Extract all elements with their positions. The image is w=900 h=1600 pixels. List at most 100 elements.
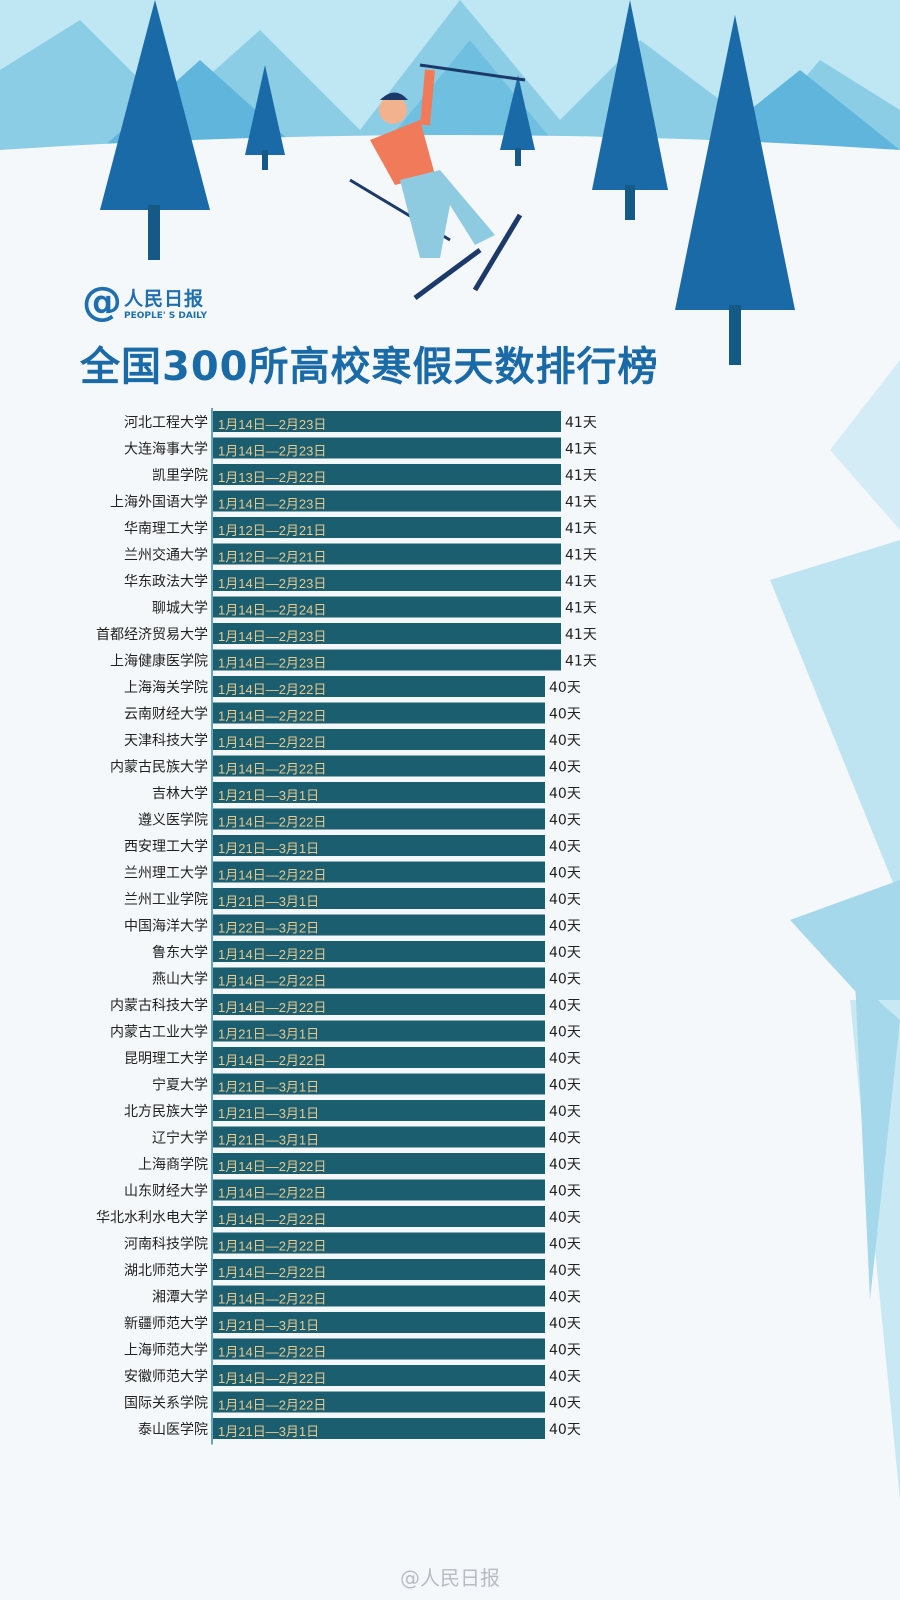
date-range-label: 1月14日—2月22日 — [218, 1186, 326, 1201]
date-range-label: 1月21日—3月1日 — [218, 841, 319, 856]
bar — [213, 1365, 545, 1386]
category-label: 新疆师范大学 — [124, 1315, 208, 1332]
category-label: 内蒙古工业大学 — [110, 1025, 208, 1041]
bar — [213, 755, 545, 777]
date-range-label: 1月14日—2月22日 — [218, 1292, 326, 1307]
date-range-label: 1月14日—2月22日 — [218, 974, 326, 989]
bar — [213, 1391, 545, 1413]
date-range-label: 1月22日—3月2日 — [218, 921, 319, 936]
bar — [213, 490, 561, 512]
logo-chinese: 人民日报 — [124, 287, 205, 310]
date-range-label: 1月21日—3月1日 — [218, 1424, 319, 1439]
value-label: 40天 — [549, 892, 581, 908]
date-range-label: 1月12日—2月21日 — [218, 550, 326, 565]
category-label: 燕山大学 — [152, 972, 208, 988]
category-label: 兰州理工大学 — [124, 866, 208, 882]
date-range-label: 1月21日—3月1日 — [218, 788, 319, 803]
category-label: 鲁东大学 — [152, 945, 208, 961]
value-label: 41天 — [565, 521, 597, 537]
category-label: 湘潭大学 — [152, 1289, 208, 1306]
bar — [213, 1206, 545, 1227]
value-label: 40天 — [549, 866, 581, 882]
value-label: 40天 — [549, 1051, 581, 1067]
bar — [213, 1047, 545, 1068]
category-label: 安徽师范大学 — [124, 1368, 208, 1385]
bar — [213, 623, 561, 644]
bar — [213, 967, 545, 989]
category-label: 中国海洋大学 — [124, 919, 208, 935]
page-title: 全国300所高校寒假天数排行榜 — [80, 344, 659, 390]
bar — [213, 464, 561, 485]
category-label: 宁夏大学 — [152, 1077, 208, 1094]
category-label: 上海商学院 — [138, 1157, 208, 1173]
category-label: 上海海关学院 — [124, 680, 208, 696]
value-label: 40天 — [549, 786, 581, 802]
bar — [213, 543, 561, 565]
category-label: 凯里学院 — [152, 468, 208, 484]
value-label: 40天 — [549, 919, 581, 935]
bar — [213, 914, 545, 936]
bar — [213, 1126, 545, 1148]
bar — [213, 861, 545, 883]
bar — [213, 1338, 545, 1360]
date-range-label: 1月14日—2月22日 — [218, 709, 326, 724]
date-range-label: 1月21日—3月1日 — [218, 1133, 319, 1148]
value-label: 40天 — [549, 1025, 581, 1041]
peoples-daily-logo: @ 人民日报 PEOPLE' S DAILY — [82, 282, 207, 322]
value-label: 40天 — [549, 1078, 581, 1094]
skier-illustration — [349, 63, 526, 301]
date-range-label: 1月14日—2月22日 — [218, 1265, 326, 1280]
bar — [213, 1020, 545, 1042]
bar — [213, 941, 545, 962]
value-label: 40天 — [549, 1290, 581, 1306]
bar — [213, 782, 545, 803]
value-label: 40天 — [549, 839, 581, 855]
value-label: 40天 — [549, 813, 581, 829]
category-label: 内蒙古民族大学 — [110, 760, 208, 776]
category-label: 华东政法大学 — [124, 574, 208, 590]
pine-tree-icon — [100, 0, 795, 365]
value-label: 41天 — [565, 601, 597, 617]
date-range-label: 1月14日—2月22日 — [218, 682, 326, 697]
date-range-label: 1月21日—3月1日 — [218, 1027, 319, 1042]
value-label: 40天 — [549, 1237, 581, 1253]
bar — [213, 596, 561, 618]
date-range-label: 1月14日—2月22日 — [218, 1053, 326, 1068]
date-range-label: 1月21日—3月1日 — [218, 894, 319, 909]
category-label: 湖北师范大学 — [124, 1262, 208, 1279]
date-range-label: 1月21日—3月1日 — [218, 1318, 319, 1333]
bar — [213, 1312, 545, 1333]
date-range-label: 1月14日—2月23日 — [218, 417, 326, 432]
date-range-label: 1月14日—2月22日 — [218, 762, 326, 777]
value-label: 41天 — [565, 548, 597, 564]
category-label: 北方民族大学 — [124, 1104, 208, 1120]
category-label: 西安理工大学 — [124, 839, 208, 855]
bar — [213, 994, 545, 1015]
bar — [213, 437, 561, 459]
date-range-label: 1月14日—2月23日 — [218, 629, 326, 644]
date-range-label: 1月14日—2月22日 — [218, 815, 326, 830]
value-label: 40天 — [549, 680, 581, 696]
value-label: 41天 — [565, 574, 597, 590]
category-label: 大连海事大学 — [124, 442, 208, 458]
category-label: 国际关系学院 — [124, 1396, 208, 1412]
date-range-label: 1月13日—2月22日 — [218, 470, 326, 485]
category-label: 遵义医学院 — [138, 812, 208, 829]
bar — [213, 570, 561, 591]
category-label: 天津科技大学 — [124, 733, 208, 749]
bar — [213, 1100, 545, 1121]
category-label: 兰州工业学院 — [124, 892, 208, 908]
category-label: 辽宁大学 — [152, 1130, 208, 1147]
value-label: 40天 — [549, 760, 581, 776]
date-range-label: 1月14日—2月22日 — [218, 1239, 326, 1254]
bar — [213, 1259, 545, 1280]
category-label: 上海师范大学 — [124, 1342, 208, 1359]
date-range-label: 1月14日—2月22日 — [218, 1398, 326, 1413]
category-label: 泰山医学院 — [138, 1422, 208, 1438]
value-label: 40天 — [549, 1210, 581, 1226]
bar — [213, 729, 545, 750]
date-range-label: 1月14日—2月22日 — [218, 1371, 326, 1386]
bar — [213, 1073, 545, 1095]
value-label: 40天 — [549, 1343, 581, 1359]
